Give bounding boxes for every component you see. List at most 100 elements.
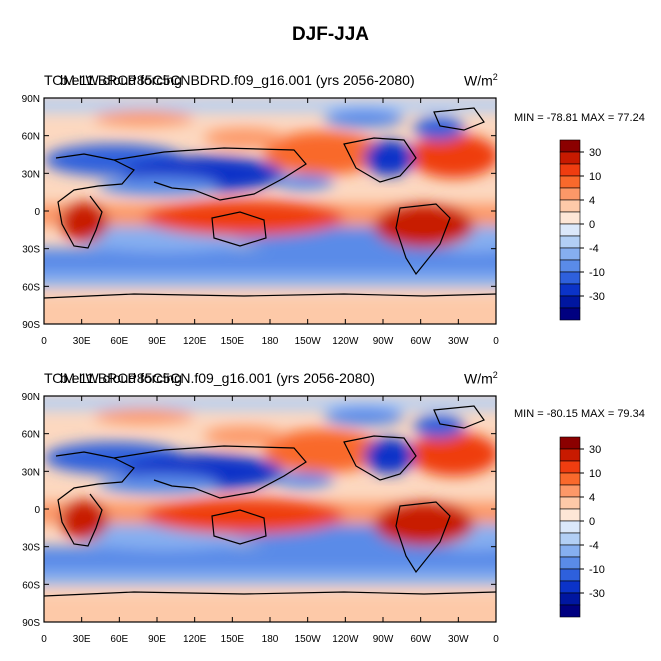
colorbar-swatch-bottom: [559, 436, 581, 450]
lon-label-top: 0: [493, 336, 499, 347]
panel-title-left-top: TOM LW cloud forcing: [44, 72, 182, 88]
colorbar-label-bottom: 0: [589, 516, 595, 528]
colorbar-swatch-bottom: [559, 580, 581, 594]
colorbar-swatch-top: [559, 259, 581, 273]
colorbar-swatch-bottom: [559, 544, 581, 558]
colorbar-swatch-bottom: [559, 520, 581, 534]
lon-label-bottom: 30E: [73, 634, 91, 645]
colorbar-label-bottom: -4: [589, 540, 599, 552]
colorbar-swatch-top: [559, 247, 581, 261]
colorbar-label-top: 30: [589, 147, 601, 159]
lon-label-bottom: 120W: [332, 634, 359, 645]
lat-label-top: 0: [34, 207, 40, 218]
units-top: W/m2: [464, 72, 498, 89]
colorbar-label-bottom: 10: [589, 468, 601, 480]
lon-label-bottom: 90E: [148, 634, 166, 645]
colorbar-swatch-top: [559, 139, 581, 153]
lon-label-bottom: 30W: [448, 634, 469, 645]
panel-title-center-top: b.e11.BRCP85C5CNBDRD.f09_g16.001 (yrs 20…: [60, 72, 415, 88]
lon-label-bottom: 180: [262, 634, 279, 645]
lat-label-top: 90N: [22, 94, 40, 105]
lon-label-top: 60E: [110, 336, 128, 347]
lat-label-bottom: 30S: [22, 543, 40, 554]
lon-label-top: 30E: [73, 336, 91, 347]
lat-label-bottom: 90N: [22, 392, 40, 403]
lon-label-top: 90E: [148, 336, 166, 347]
colorbar-swatch-bottom: [559, 592, 581, 606]
colorbar-swatch-bottom: [559, 460, 581, 474]
colorbar-label-top: -30: [589, 291, 605, 303]
lon-label-top: 120E: [183, 336, 207, 347]
panel-title-left-bottom: TOM LW cloud forcing: [44, 370, 182, 386]
colorbar-swatch-top: [559, 163, 581, 177]
lon-label-top: 150E: [221, 336, 245, 347]
colorbar-swatch-top: [559, 271, 581, 285]
lon-label-top: 30W: [448, 336, 469, 347]
lon-label-top: 0: [41, 336, 47, 347]
colorbar-swatch-bottom: [559, 472, 581, 486]
colorbar-swatch-top: [559, 307, 581, 321]
colorbar-swatch-top: [559, 187, 581, 201]
colorbar-label-top: 10: [589, 171, 601, 183]
colorbar-swatch-top: [559, 175, 581, 189]
colorbar-swatch-top: [559, 295, 581, 309]
colorbar-swatch-top: [559, 151, 581, 165]
lon-label-bottom: 90W: [373, 634, 394, 645]
colorbar-bottom: 30 10 4 0 -4 -10 -30: [559, 436, 605, 618]
colorbar-label-bottom: -10: [589, 564, 605, 576]
lat-label-bottom: 90S: [22, 618, 40, 629]
colorbar-label-top: -4: [589, 243, 599, 255]
colorbar-swatch-bottom: [559, 448, 581, 462]
colorbar-label-bottom: 30: [589, 444, 601, 456]
lon-label-top: 150W: [295, 336, 322, 347]
colorbar-swatch-top: [559, 211, 581, 225]
lon-label-top: 90W: [373, 336, 394, 347]
lat-label-top: 60N: [22, 132, 40, 143]
colorbar-swatch-bottom: [559, 508, 581, 522]
colorbar-label-bottom: -30: [589, 588, 605, 600]
lon-label-bottom: 150E: [221, 634, 245, 645]
minmax-top: MIN = -78.81 MAX = 77.24: [514, 112, 645, 124]
field-map-bottom: [24, 396, 524, 634]
colorbar-label-bottom: 4: [589, 492, 595, 504]
lon-label-bottom: 0: [493, 634, 499, 645]
lat-label-bottom: 60S: [22, 580, 40, 591]
lat-label-top: 30N: [22, 169, 40, 180]
colorbar-swatch-bottom: [559, 496, 581, 510]
lon-label-bottom: 120E: [183, 634, 207, 645]
lat-label-bottom: 30N: [22, 467, 40, 478]
colorbar-swatch-bottom: [559, 604, 581, 618]
lon-label-bottom: 150W: [295, 634, 322, 645]
lat-label-top: 30S: [22, 245, 40, 256]
colorbar-swatch-top: [559, 223, 581, 237]
colorbar-swatch-bottom: [559, 556, 581, 570]
page-title: DJF-JJA: [291, 24, 370, 45]
colorbar-swatch-bottom: [559, 532, 581, 546]
colorbar-swatch-top: [559, 235, 581, 249]
panel-title-center-bottom: b.e11.BRCP85C5CN.f09_g16.001 (yrs 2056-2…: [60, 370, 375, 386]
colorbar-label-top: 4: [589, 195, 595, 207]
colorbar-label-top: 0: [589, 219, 595, 231]
colorbar-swatch-bottom: [559, 484, 581, 498]
colorbar-swatch-top: [559, 199, 581, 213]
colorbar-top: 30 10 4 0 -4 -10 -30: [559, 139, 605, 321]
lon-label-bottom: 0: [41, 634, 47, 645]
lon-label-bottom: 60W: [410, 634, 431, 645]
lat-label-bottom: 0: [34, 505, 40, 516]
field-map-top: [24, 98, 524, 336]
colorbar-label-top: -10: [589, 267, 605, 279]
lon-label-top: 120W: [332, 336, 359, 347]
lat-label-top: 90S: [22, 320, 40, 331]
colorbar-swatch-top: [559, 283, 581, 297]
units-bottom: W/m2: [464, 370, 498, 387]
lon-label-bottom: 60E: [110, 634, 128, 645]
minmax-bottom: MIN = -80.15 MAX = 79.34: [514, 408, 645, 420]
lon-label-top: 180: [262, 336, 279, 347]
lat-label-bottom: 60N: [22, 430, 40, 441]
lon-label-top: 60W: [410, 336, 431, 347]
